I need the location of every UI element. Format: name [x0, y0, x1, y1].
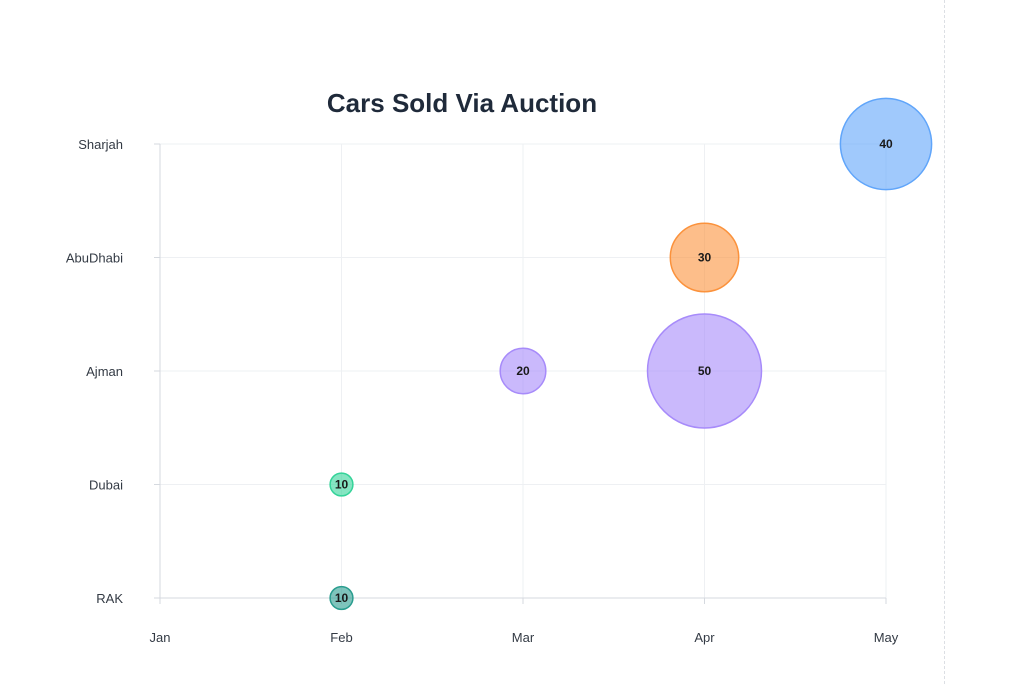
y-tick-label: Sharjah	[78, 137, 123, 152]
x-tick-label: Feb	[330, 630, 352, 645]
y-tick-label: RAK	[96, 591, 123, 606]
x-tick-label: May	[874, 630, 899, 645]
bubble-label: 20	[516, 364, 530, 378]
x-tick-label: Mar	[512, 630, 535, 645]
y-tick-label: AbuDhabi	[66, 251, 123, 266]
bubble	[499, 347, 547, 395]
bubble-point: 30	[669, 222, 740, 293]
bubble	[329, 472, 354, 497]
bubble-label: 10	[335, 591, 349, 605]
panel-divider	[944, 0, 945, 684]
bubble-point: 50	[646, 313, 763, 429]
bubble-point: 20	[499, 347, 547, 395]
bubble-label: 50	[698, 364, 712, 378]
axes	[154, 143, 887, 604]
bubble-point: 10	[329, 585, 354, 611]
chart-title: Cars Sold Via Auction	[327, 88, 597, 118]
bubble	[646, 313, 763, 429]
bubble-label: 30	[698, 251, 712, 265]
y-tick-label: Dubai	[89, 478, 123, 493]
bubbles: 10 10 20 50 30 40	[329, 97, 933, 611]
bubble-label: 10	[335, 478, 349, 492]
bubble-label: 40	[879, 137, 893, 151]
x-axis-ticks: Jan Feb Mar Apr May	[150, 630, 899, 645]
y-axis-ticks: RAK Dubai Ajman AbuDhabi Sharjah	[66, 137, 123, 606]
bubble	[669, 222, 740, 293]
y-tick-label: Ajman	[86, 364, 123, 379]
x-tick-label: Jan	[150, 630, 171, 645]
bubble-point: 10	[329, 472, 354, 497]
bubble	[329, 585, 354, 611]
bubble-point: 40	[839, 97, 933, 191]
x-tick-label: Apr	[694, 630, 715, 645]
bubble	[839, 97, 933, 191]
